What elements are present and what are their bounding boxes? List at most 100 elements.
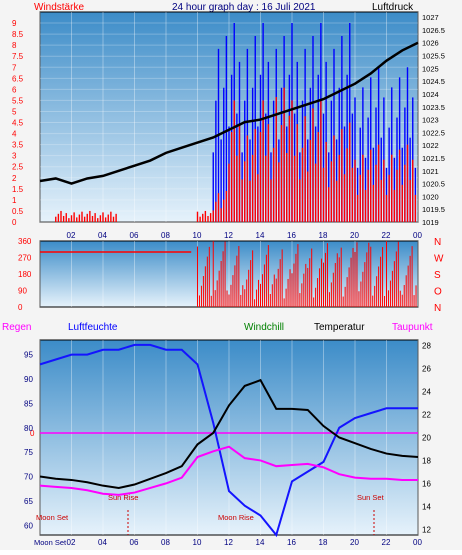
pressure-tick-label: 1026.5 [422, 26, 445, 35]
temperature-tick-label: 26 [422, 365, 431, 374]
time-tick-label: 20 [350, 538, 359, 547]
time-tick-label: 08 [161, 231, 170, 240]
compass-label: O [434, 287, 442, 298]
wind-tick-label: 6.5 [12, 74, 24, 83]
wind-tick-label: 3 [12, 152, 17, 161]
temperature-tick-label: 28 [422, 342, 431, 351]
pressure-tick-label: 1022.5 [422, 128, 445, 137]
pressure-tick-label: 1026 [422, 39, 439, 48]
temperature-tick-label: 24 [422, 388, 431, 397]
humidity-tick-label: 65 [24, 497, 33, 506]
time-tick-label: 12 [224, 231, 233, 240]
pressure-tick-label: 1027 [422, 13, 439, 22]
temperature-tick-label: 20 [422, 434, 431, 443]
legend-windchill: Windchill [244, 322, 284, 333]
pressure-tick-label: 1020 [422, 192, 439, 201]
time-tick-label: 14 [256, 538, 265, 547]
wind-tick-label: 2.5 [12, 163, 24, 172]
wind-bars [55, 87, 417, 222]
wind-tick-label: 5.5 [12, 96, 24, 105]
compass-label: W [434, 254, 444, 265]
pressure-tick-label: 1022 [422, 141, 439, 150]
wind-tick-label: 9 [12, 19, 17, 28]
time-tick-label: 08 [161, 538, 170, 547]
time-tick-label: 18 [319, 538, 328, 547]
time-tick-label: 00 [413, 538, 422, 547]
temperature-line [39, 378, 419, 489]
wind-tick-label: 2 [12, 174, 17, 183]
time-tick-label: 06 [130, 538, 139, 547]
time-tick-label: 14 [256, 231, 265, 240]
pressure-tick-label: 1019 [422, 218, 439, 227]
humidity-tick-label: 85 [24, 399, 33, 408]
time-tick-label: 04 [98, 538, 107, 547]
wind-tick-label: 8.5 [12, 30, 24, 39]
time-tick-label: 10 [193, 538, 202, 547]
temperature-tick-label: 16 [422, 479, 431, 488]
temperature-tick-label: 14 [422, 502, 431, 511]
pressure-axis-title: Luftdruck [372, 2, 414, 13]
time-tick-label: 10 [193, 231, 202, 240]
direction-tick-label: 90 [18, 287, 27, 296]
wind-tick-label: 7.5 [12, 52, 24, 61]
sun-rise-label: Sun Rise [108, 493, 138, 502]
legend-luftfeuchte: Luftfeuchte [68, 322, 118, 333]
time-tick-label: 02 [67, 538, 76, 547]
direction-tick-label: 270 [18, 254, 32, 263]
direction-tick-label: 180 [18, 270, 32, 279]
humidity-tick-label: 95 [24, 351, 33, 360]
wind-y-axis: 0 0.5 1 1.5 2 2.5 3 3.5 4 4.5 5 5.5 6 6.5 7 7.5 8 8.5 9 [12, 19, 24, 227]
wind-tick-label: 0.5 [12, 207, 24, 216]
pressure-tick-label: 1025 [422, 64, 439, 73]
pressure-tick-label: 1021 [422, 167, 439, 176]
pressure-y-axis: 1019 1019.5 1020 1020.5 1021 1021.5 1022 1022.5… [422, 13, 445, 227]
direction-tick-label: 0 [18, 303, 23, 312]
legend-regen: Regen [2, 322, 31, 333]
time-tick-label: 20 [350, 231, 359, 240]
pressure-tick-label: 1020.5 [422, 180, 445, 189]
temperature-humidity-grid [39, 340, 419, 535]
time-tick-label: 18 [319, 231, 328, 240]
direction-y-axis: 0 90 180 270 360 [18, 237, 32, 312]
time-tick-label: 00 [413, 231, 422, 240]
time-tick-label: 16 [287, 538, 296, 547]
wind-tick-label: 6 [12, 85, 17, 94]
humidity-tick-label: 90 [24, 375, 33, 384]
moon-set-axis-label: Moon Set [34, 538, 67, 547]
time-tick-label: 06 [130, 231, 139, 240]
compass-label: S [434, 270, 441, 281]
temperature-tick-label: 18 [422, 456, 431, 465]
time-tick-label: 12 [224, 538, 233, 547]
pressure-tick-label: 1021.5 [422, 154, 445, 163]
temperature-tick-label: 22 [422, 411, 431, 420]
pressure-tick-label: 1023.5 [422, 103, 445, 112]
rain-value-label: 0 [30, 429, 35, 438]
time-tick-label: 16 [287, 231, 296, 240]
time-tick-label: 04 [98, 231, 107, 240]
humidity-tick-label: 80 [24, 424, 33, 433]
humidity-tick-label: 60 [24, 521, 33, 530]
temperature-humidity-plot-area [39, 339, 419, 536]
wind-tick-label: 3.5 [12, 141, 24, 150]
wind-tick-label: 5 [12, 107, 17, 116]
compass-label: N [434, 303, 441, 314]
temperature-tick-label: 12 [422, 525, 431, 534]
humidity-tick-label: 70 [24, 473, 33, 482]
wind-tick-label: 8 [12, 41, 17, 50]
wind-tick-label: 7 [12, 63, 17, 72]
legend-temperatur: Temperatur [314, 322, 365, 333]
moon-rise-label: Moon Rise [218, 513, 254, 522]
temperature-y-axis: 12 14 16 18 20 22 24 26 28 [422, 342, 431, 535]
wind-x-axis: 02 04 06 08 10 12 14 16 18 20 22 00 [67, 231, 423, 240]
dewpoint-line [39, 445, 418, 496]
time-tick-label: 02 [67, 231, 76, 240]
wind-tick-label: 4 [12, 130, 17, 139]
temperature-x-axis: 02 04 06 08 10 12 14 16 18 20 22 00 [67, 538, 423, 547]
humidity-y-axis: 60 65 70 75 80 85 90 95 [24, 351, 33, 531]
pressure-tick-label: 1023 [422, 116, 439, 125]
humidity-tick-label: 75 [24, 448, 33, 457]
wind-tick-label: 0 [12, 218, 17, 227]
